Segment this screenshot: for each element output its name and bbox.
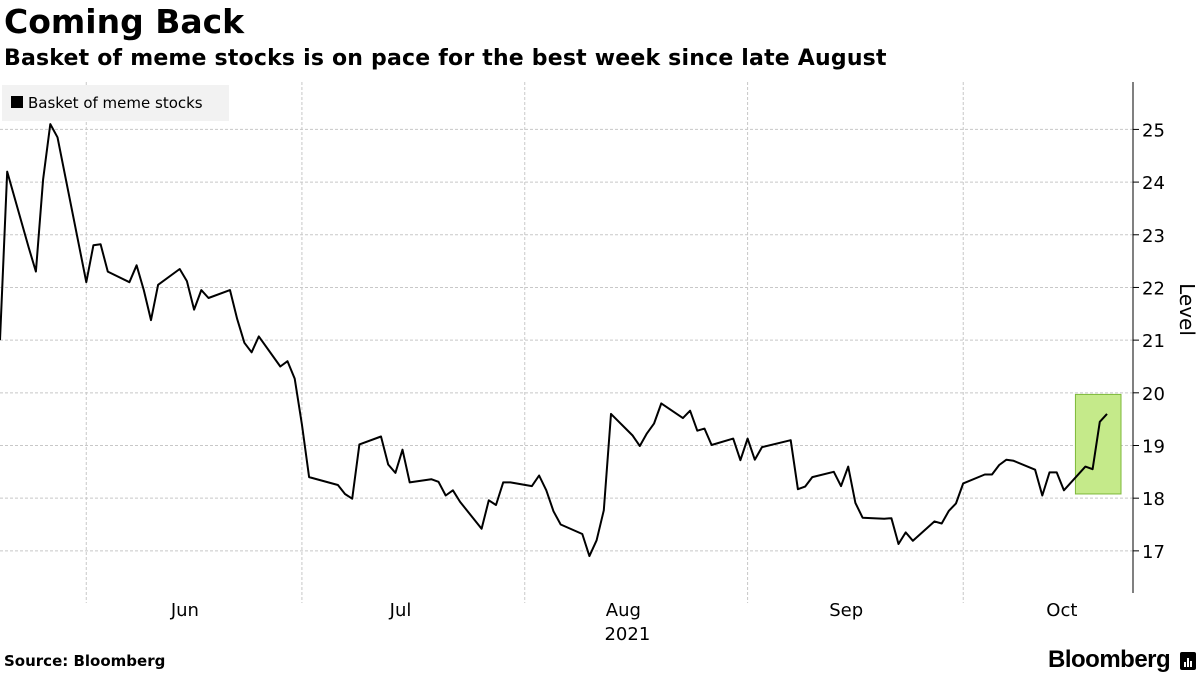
y-tick-label-19: 19 bbox=[1142, 436, 1165, 457]
bloomberg-logo: Bloomberg bbox=[1048, 646, 1171, 673]
x-year-label: 2021 bbox=[604, 624, 650, 645]
y-tick-label-24: 24 bbox=[1142, 173, 1165, 194]
y-tick-label-22: 22 bbox=[1142, 278, 1165, 299]
legend: Basket of meme stocks bbox=[2, 85, 229, 121]
y-axis-label: Level bbox=[1175, 283, 1199, 336]
highlight-box bbox=[1074, 393, 1122, 495]
y-tick-label-18: 18 bbox=[1142, 489, 1165, 510]
x-tick-label-oct: Oct bbox=[1046, 600, 1077, 621]
x-tick-label-sep: Sep bbox=[829, 600, 863, 621]
y-tick-label-23: 23 bbox=[1142, 226, 1165, 247]
x-tick-label-aug: Aug bbox=[606, 600, 641, 621]
chart-subtitle: Basket of meme stocks is on pace for the… bbox=[4, 46, 887, 71]
grid-lines bbox=[0, 82, 1133, 603]
y-tick-label-17: 17 bbox=[1142, 542, 1165, 563]
x-axis: Jun Jul Aug Sep Oct 2021 bbox=[170, 600, 1078, 645]
x-tick-label-jul: Jul bbox=[389, 600, 412, 621]
series-line-basket bbox=[0, 123, 1108, 558]
y-tick-label-25: 25 bbox=[1142, 120, 1165, 141]
y-tick-label-20: 20 bbox=[1142, 384, 1165, 405]
legend-swatch bbox=[11, 96, 23, 108]
y-axis: 17 18 19 20 21 22 23 24 25 Level bbox=[1132, 82, 1199, 593]
legend-entry-basket: Basket of meme stocks bbox=[28, 94, 203, 112]
source-note: Source: Bloomberg bbox=[4, 652, 166, 670]
series-layer bbox=[0, 123, 1108, 558]
x-tick-label-jun: Jun bbox=[170, 600, 199, 621]
legend-background bbox=[2, 85, 229, 121]
y-tick-label-21: 21 bbox=[1142, 331, 1165, 352]
highlight-layer bbox=[1074, 393, 1122, 495]
chart-title: Coming Back bbox=[4, 2, 245, 41]
bloomberg-terminal-icon bbox=[1180, 652, 1196, 670]
